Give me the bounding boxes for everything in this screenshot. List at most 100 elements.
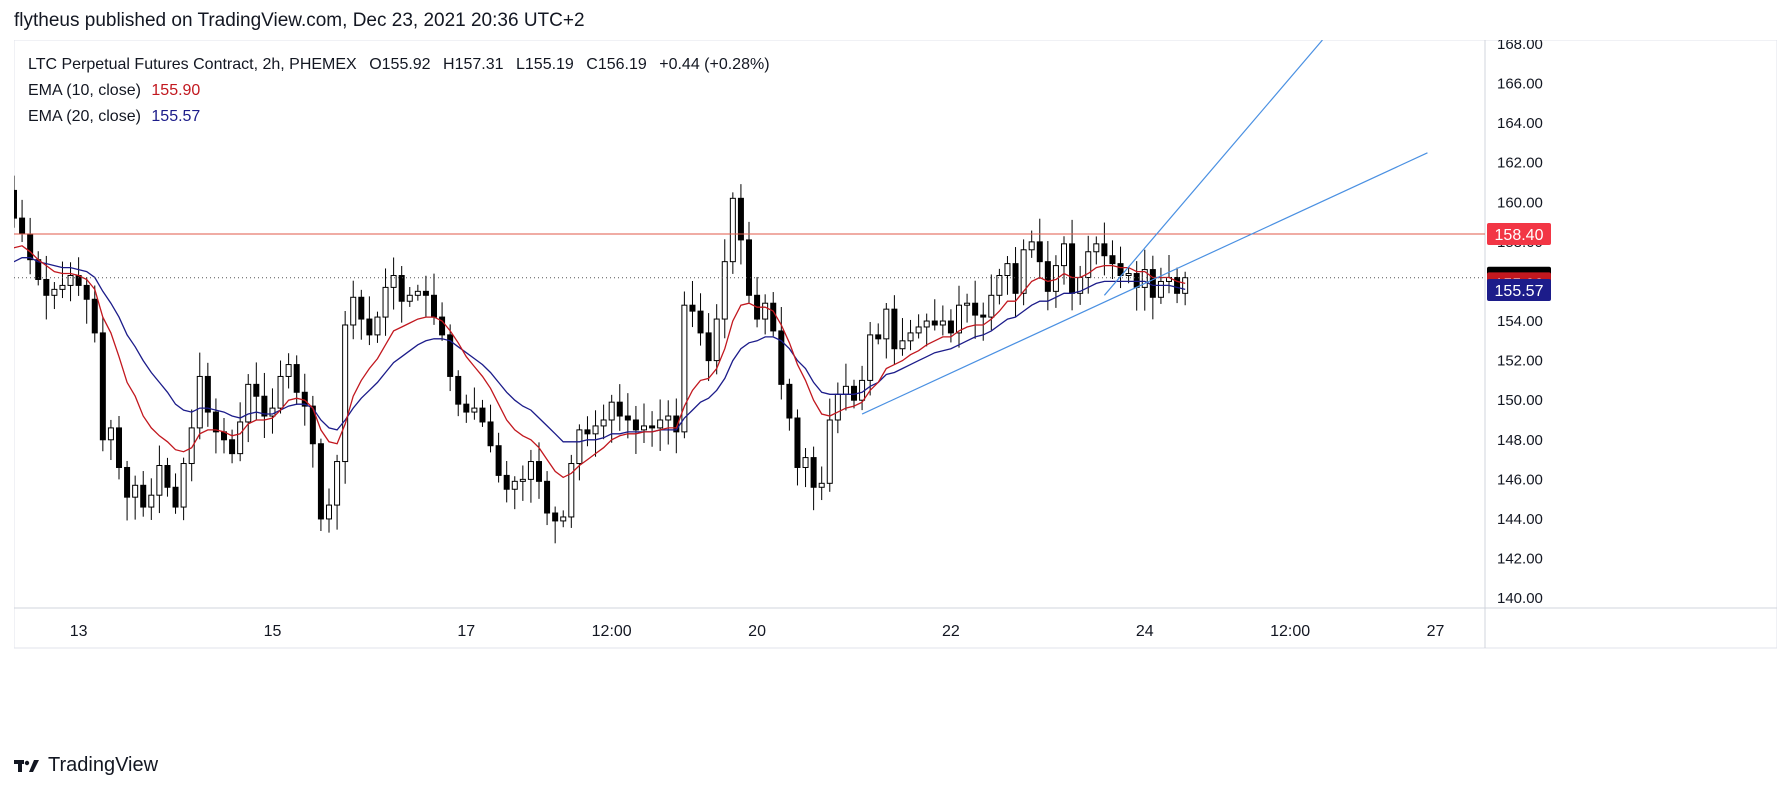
candle-body[interactable] xyxy=(939,320,946,326)
candle-body[interactable] xyxy=(665,415,672,421)
candle-body[interactable] xyxy=(132,484,139,498)
candle-body[interactable] xyxy=(471,407,478,413)
candle-body[interactable] xyxy=(689,304,696,312)
candle-body[interactable] xyxy=(705,332,712,362)
candle-body[interactable] xyxy=(172,486,179,508)
candle-body[interactable] xyxy=(309,405,316,445)
candle-body[interactable] xyxy=(463,403,470,413)
candle-body[interactable] xyxy=(1028,241,1035,251)
candle-body[interactable] xyxy=(1101,243,1108,257)
symbol-label[interactable]: LTC Perpetual Futures Contract, 2h, PHEM… xyxy=(28,56,357,73)
candle-body[interactable] xyxy=(366,318,373,336)
candle-body[interactable] xyxy=(842,385,849,395)
trendline-2[interactable] xyxy=(1103,40,1323,296)
candle-body[interactable] xyxy=(19,217,26,235)
candle-body[interactable] xyxy=(810,457,817,488)
candle-body[interactable] xyxy=(51,288,58,296)
candle-body[interactable] xyxy=(1157,280,1164,298)
candle-body[interactable] xyxy=(1182,277,1189,294)
candle-body[interactable] xyxy=(608,401,615,421)
candle-body[interactable] xyxy=(737,197,744,241)
candle-body[interactable] xyxy=(1109,255,1116,265)
candle-body[interactable] xyxy=(1052,265,1059,292)
candle-body[interactable] xyxy=(955,304,963,334)
candle-body[interactable] xyxy=(1069,243,1076,294)
candle-body[interactable] xyxy=(334,461,341,506)
candle-body[interactable] xyxy=(770,302,777,332)
candle-body[interactable] xyxy=(729,197,736,263)
candle-body[interactable] xyxy=(891,308,898,350)
candle-body[interactable] xyxy=(495,445,502,476)
candle-body[interactable] xyxy=(560,516,567,522)
candlestick-chart[interactable]: 140.00 142.00 144.00 146.00 148.00 150.00 152.… xyxy=(14,40,1777,740)
candle-body[interactable] xyxy=(640,425,648,431)
candle-body[interactable] xyxy=(204,375,211,413)
candle-body[interactable] xyxy=(657,419,664,429)
candle-body[interactable] xyxy=(584,429,591,435)
candle-body[interactable] xyxy=(439,316,446,336)
candle-body[interactable] xyxy=(414,290,421,296)
candle-body[interactable] xyxy=(277,375,284,409)
candle-body[interactable] xyxy=(931,320,938,326)
candle-body[interactable] xyxy=(519,478,526,482)
candle-body[interactable] xyxy=(632,419,639,431)
candle-body[interactable] xyxy=(673,415,680,433)
candle-body[interactable] xyxy=(544,480,551,514)
candle-body[interactable] xyxy=(778,330,785,385)
candle-body[interactable] xyxy=(188,427,195,465)
candle-body[interactable] xyxy=(713,318,720,362)
candle-body[interactable] xyxy=(261,395,268,417)
candle-body[interactable] xyxy=(99,332,106,441)
candle-body[interactable] xyxy=(576,429,583,465)
candle-body[interactable] xyxy=(907,332,914,342)
candle-body[interactable] xyxy=(14,189,18,219)
candle-body[interactable] xyxy=(818,482,825,488)
candle-body[interactable] xyxy=(786,383,793,419)
candle-body[interactable] xyxy=(285,364,292,377)
candle-body[interactable] xyxy=(867,334,874,381)
candle-body[interactable] xyxy=(721,261,728,320)
candle-body[interactable] xyxy=(374,316,381,336)
candle-body[interactable] xyxy=(447,334,454,377)
candle-body[interactable] xyxy=(115,427,123,468)
candle-body[interactable] xyxy=(826,419,833,484)
candle-body[interactable] xyxy=(624,415,631,421)
candle-body[interactable] xyxy=(592,425,599,435)
candle-body[interactable] xyxy=(649,425,656,429)
candle-body[interactable] xyxy=(1174,276,1181,294)
candle-body[interactable] xyxy=(1125,273,1132,277)
candle-body[interactable] xyxy=(358,296,365,320)
candle-body[interactable] xyxy=(269,407,276,417)
candle-body[interactable] xyxy=(616,401,623,417)
candle-body[interactable] xyxy=(293,364,300,393)
candle-body[interactable] xyxy=(164,465,171,488)
candle-body[interactable] xyxy=(406,294,413,302)
candle-body[interactable] xyxy=(455,375,462,405)
candle-body[interactable] xyxy=(1093,243,1100,253)
candle-body[interactable] xyxy=(980,314,987,318)
candle-body[interactable] xyxy=(156,465,163,496)
candle-body[interactable] xyxy=(43,278,50,296)
candle-body[interactable] xyxy=(430,294,438,318)
candle-body[interactable] xyxy=(487,421,494,447)
candle-body[interactable] xyxy=(923,320,930,328)
candle-body[interactable] xyxy=(762,302,769,320)
candle-body[interactable] xyxy=(964,302,971,306)
candle-body[interactable] xyxy=(552,512,559,522)
candle-body[interactable] xyxy=(317,443,324,520)
candle-body[interactable] xyxy=(1044,261,1051,292)
candle-body[interactable] xyxy=(212,411,219,433)
candle-body[interactable] xyxy=(180,463,187,508)
candle-body[interactable] xyxy=(511,480,518,490)
candle-body[interactable] xyxy=(1004,263,1011,277)
candle-body[interactable] xyxy=(1149,269,1156,298)
candle-body[interactable] xyxy=(342,324,349,463)
candle-body[interactable] xyxy=(834,393,841,421)
legend-ema10-row[interactable]: EMA (10, close) 155.90 xyxy=(28,78,770,104)
candle-body[interactable] xyxy=(875,334,882,340)
candle-body[interactable] xyxy=(745,239,753,296)
candle-body[interactable] xyxy=(245,383,252,423)
candle-body[interactable] xyxy=(972,302,979,316)
candle-body[interactable] xyxy=(1012,263,1019,294)
candle-body[interactable] xyxy=(124,466,131,498)
